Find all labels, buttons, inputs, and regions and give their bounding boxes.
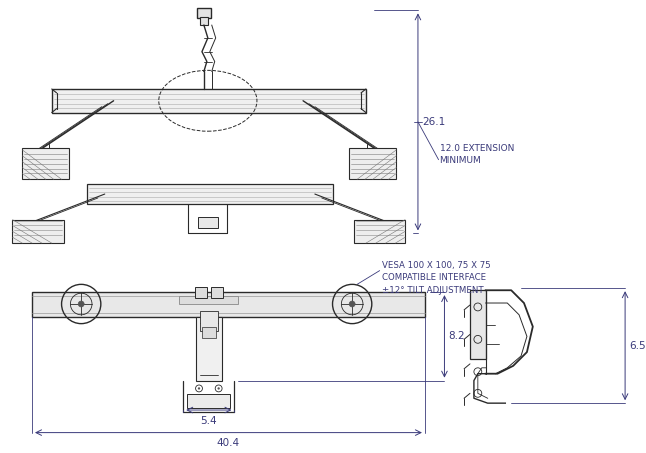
- Text: 8.2: 8.2: [448, 332, 465, 342]
- Bar: [32, 292, 425, 317]
- Circle shape: [198, 387, 200, 390]
- Circle shape: [78, 301, 84, 307]
- Bar: [180, 296, 238, 304]
- Bar: [12, 220, 63, 243]
- Bar: [202, 327, 216, 338]
- Bar: [200, 311, 218, 331]
- Text: 5.4: 5.4: [200, 416, 217, 426]
- Bar: [470, 290, 486, 359]
- Text: 26.1: 26.1: [422, 117, 445, 127]
- Circle shape: [349, 301, 355, 307]
- Bar: [195, 287, 207, 298]
- Bar: [349, 148, 397, 179]
- Bar: [196, 317, 222, 381]
- Bar: [211, 287, 223, 298]
- Text: 6.5: 6.5: [629, 341, 645, 351]
- Bar: [200, 17, 208, 25]
- Text: 12.0 EXTENSION
MINIMUM: 12.0 EXTENSION MINIMUM: [439, 145, 514, 165]
- Bar: [198, 217, 218, 228]
- Bar: [197, 9, 211, 18]
- Bar: [52, 89, 366, 112]
- Bar: [187, 394, 231, 408]
- Bar: [354, 220, 405, 243]
- Bar: [87, 184, 333, 204]
- Circle shape: [218, 387, 220, 390]
- Text: VESA 100 X 100, 75 X 75
COMPATIBLE INTERFACE
±12° TILT ADJUSTMENT: VESA 100 X 100, 75 X 75 COMPATIBLE INTER…: [382, 261, 490, 295]
- Bar: [23, 148, 69, 179]
- Text: 40.4: 40.4: [217, 439, 240, 448]
